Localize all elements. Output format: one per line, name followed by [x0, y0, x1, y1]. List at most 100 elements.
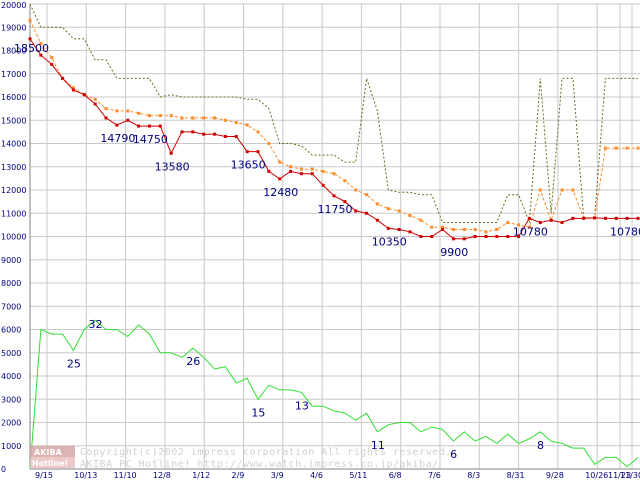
- y-tick-label: 2000: [1, 419, 21, 428]
- x-tick-label: 2/9: [232, 471, 245, 480]
- point-low_price: [397, 228, 401, 232]
- y-tick-label: 7000: [1, 302, 21, 311]
- point-low_price: [39, 53, 43, 57]
- point-avg_price: [538, 188, 542, 192]
- point-low_price: [593, 216, 597, 220]
- point-low_price: [115, 123, 119, 127]
- point-low_price: [82, 93, 86, 97]
- x-tick-label: 11/30: [620, 471, 640, 480]
- point-low_price: [560, 221, 564, 225]
- chart-axes: [29, 4, 640, 470]
- data-label-shop_count: 15: [251, 406, 265, 419]
- point-avg_price: [158, 114, 162, 118]
- y-tick-label: 16000: [1, 93, 26, 102]
- point-low_price: [451, 237, 455, 241]
- x-axis-ticks: 9/15 10/13 11/10 12/8 1/12 2/9 3/9 4/6 5/11 6/8 7/…: [35, 471, 640, 480]
- point-low_price: [386, 226, 390, 230]
- point-avg_price: [625, 146, 629, 150]
- point-avg_price: [256, 130, 260, 134]
- point-avg_price: [397, 209, 401, 213]
- y-tick-label: 17000: [1, 70, 26, 79]
- x-tick-label: 3/9: [271, 471, 284, 480]
- watermark-url: AKIBA PC Hotline! http://www.watch.impre…: [80, 459, 439, 470]
- data-label-shop_count: 11: [371, 439, 385, 452]
- point-avg_price: [180, 116, 184, 120]
- point-low_price: [603, 216, 607, 220]
- point-low_price: [625, 216, 629, 220]
- point-low_price: [267, 169, 271, 173]
- point-avg_price: [278, 160, 282, 164]
- point-low_price: [104, 116, 108, 120]
- point-avg_price: [332, 172, 336, 176]
- point-low_price: [538, 221, 542, 225]
- point-low_price: [50, 62, 54, 66]
- point-avg_price: [310, 167, 314, 171]
- point-avg_price: [289, 165, 293, 169]
- chart-grid: [30, 3, 640, 470]
- point-avg_price: [147, 114, 151, 118]
- point-low_price: [495, 235, 499, 238]
- x-tick-label: 6/8: [389, 471, 402, 480]
- y-tick-label: 11000: [1, 209, 26, 218]
- point-low_price: [245, 150, 249, 154]
- point-low_price: [430, 235, 434, 238]
- data-label-shop_count: 32: [89, 318, 103, 331]
- point-low_price: [473, 235, 477, 238]
- x-tick-label: 11/23: [608, 471, 631, 480]
- data-label-low_price: 13650: [231, 159, 266, 172]
- point-low_price: [582, 216, 586, 220]
- point-avg_price: [50, 55, 54, 59]
- y-tick-label: 4000: [1, 372, 21, 381]
- point-low_price: [441, 228, 445, 232]
- point-low_price: [202, 132, 206, 136]
- y-tick-label: 1000: [1, 442, 21, 451]
- y-tick-label: 6000: [1, 326, 21, 335]
- point-avg_price: [386, 207, 390, 211]
- watermark-logo-bottom: Hotline!: [32, 459, 68, 468]
- point-low_price: [256, 150, 260, 154]
- point-avg_price: [71, 86, 75, 90]
- point-low_price: [234, 135, 238, 139]
- point-low_price: [517, 235, 521, 238]
- point-low_price: [419, 235, 423, 238]
- data-label-shop_count: 26: [186, 355, 200, 368]
- data-label-low_price: 10780: [513, 225, 548, 238]
- point-low_price: [354, 209, 358, 213]
- x-tick-label: 10/13: [74, 471, 97, 480]
- point-avg_price: [267, 142, 271, 145]
- point-avg_price: [517, 223, 521, 227]
- x-tick-label: 12/8: [153, 471, 171, 480]
- point-low_price: [93, 102, 97, 106]
- y-tick-label: 18000: [1, 47, 26, 56]
- point-low_price: [506, 235, 510, 238]
- point-low_price: [126, 118, 130, 122]
- point-avg_price: [603, 146, 607, 150]
- data-label-shop_count: 8: [537, 439, 544, 452]
- point-low_price: [375, 218, 379, 222]
- point-avg_price: [169, 114, 173, 118]
- point-avg_price: [39, 42, 43, 46]
- point-avg_price: [527, 225, 531, 229]
- data-label-low_price: 13580: [155, 160, 190, 173]
- point-low_price: [158, 124, 162, 128]
- watermark-copyright: Copyright(c)2002 impress corporation All…: [80, 447, 452, 458]
- point-avg_price: [202, 116, 206, 120]
- x-tick-label: 8/3: [467, 471, 480, 480]
- y-tick-label: 3000: [1, 395, 21, 404]
- x-tick-label: 7/6: [428, 471, 441, 480]
- point-avg_price: [223, 118, 227, 122]
- y-tick-label: 12000: [1, 186, 26, 195]
- point-low_price: [147, 124, 151, 128]
- point-low_price: [636, 216, 640, 220]
- y-tick-label: 0: [1, 465, 6, 474]
- point-avg_price: [636, 146, 640, 150]
- point-low_price: [169, 151, 173, 155]
- data-label-low_price: 10350: [372, 235, 407, 248]
- point-avg_price: [191, 116, 195, 120]
- x-tick-label: 11/10: [114, 471, 137, 480]
- data-label-low_price: 18500: [14, 42, 49, 55]
- watermark: AKIBA Hotline! Copyright(c)2002 impress …: [30, 446, 452, 470]
